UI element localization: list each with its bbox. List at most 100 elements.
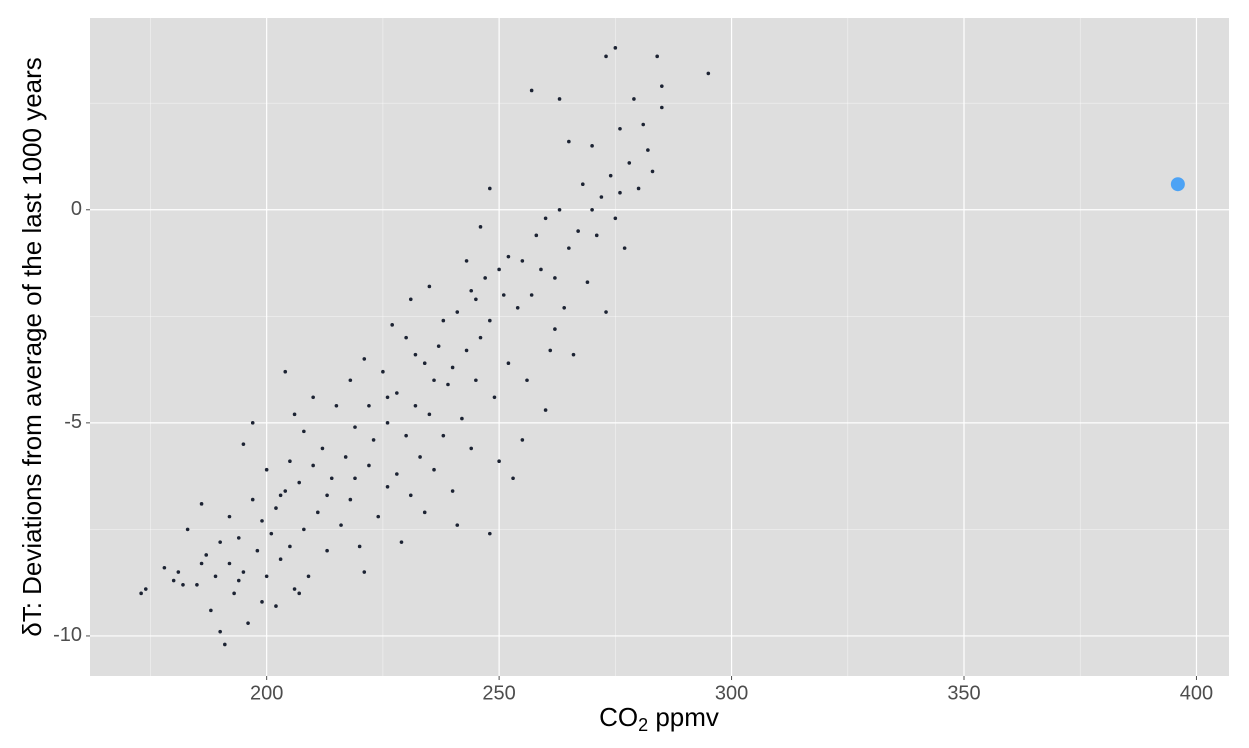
x-tick-label: 350 xyxy=(947,682,980,704)
data-point xyxy=(580,182,585,187)
data-point xyxy=(464,348,469,353)
data-point xyxy=(297,480,302,485)
data-point xyxy=(371,438,376,442)
data-point xyxy=(627,161,632,165)
data-point xyxy=(422,361,427,365)
data-point xyxy=(357,544,362,549)
data-point xyxy=(209,608,213,613)
x-title-subscript: 2 xyxy=(638,715,648,735)
data-point xyxy=(139,591,143,596)
data-point xyxy=(590,144,594,148)
data-point xyxy=(399,540,404,544)
data-point xyxy=(427,412,432,417)
data-point xyxy=(395,391,399,395)
data-point xyxy=(348,378,353,383)
data-point xyxy=(618,127,622,131)
data-point xyxy=(302,527,306,532)
data-point xyxy=(325,548,329,553)
data-point xyxy=(590,207,594,212)
data-point xyxy=(311,395,315,400)
y-tick-label: 0 xyxy=(71,198,82,220)
data-point xyxy=(1170,177,1185,192)
data-point xyxy=(478,225,483,229)
data-point xyxy=(567,246,571,250)
data-point xyxy=(557,97,562,101)
data-point xyxy=(343,455,348,459)
data-point xyxy=(599,195,604,199)
data-point xyxy=(650,169,655,174)
data-point xyxy=(548,348,553,353)
data-point xyxy=(367,463,371,468)
data-point xyxy=(534,233,539,238)
data-point xyxy=(353,476,357,481)
data-point xyxy=(255,548,260,553)
x-tick-label: 400 xyxy=(1180,682,1213,704)
data-point xyxy=(283,369,288,374)
data-point xyxy=(250,421,255,425)
data-point xyxy=(278,557,283,562)
data-point xyxy=(227,561,232,566)
data-point xyxy=(404,433,408,438)
data-point xyxy=(181,583,185,587)
data-point xyxy=(506,254,511,259)
data-point xyxy=(199,502,204,506)
data-point xyxy=(422,510,427,515)
data-point xyxy=(427,284,432,289)
x-tick-label: 300 xyxy=(715,682,748,704)
data-point xyxy=(195,583,199,587)
y-tick-label: -10 xyxy=(53,624,82,646)
data-point xyxy=(604,310,608,314)
data-point xyxy=(283,489,288,493)
data-point xyxy=(571,352,576,357)
data-point xyxy=(604,54,608,59)
data-point xyxy=(218,629,222,634)
data-point xyxy=(497,267,501,272)
data-point xyxy=(608,173,613,178)
data-point xyxy=(292,412,297,417)
data-point xyxy=(395,472,399,476)
data-point xyxy=(385,421,390,425)
data-point xyxy=(660,84,664,88)
data-point xyxy=(562,305,566,310)
data-point xyxy=(520,438,525,442)
data-point xyxy=(260,600,264,604)
x-title-part: ppmv xyxy=(648,702,719,732)
data-point xyxy=(636,186,641,191)
x-axis-title: CO2 ppmv xyxy=(599,702,719,735)
data-point xyxy=(162,565,167,570)
data-point xyxy=(185,527,190,532)
data-point xyxy=(455,310,460,314)
data-point xyxy=(223,642,227,647)
data-point xyxy=(474,378,478,383)
data-point xyxy=(525,378,529,383)
data-point xyxy=(171,578,176,583)
data-point xyxy=(646,148,650,152)
data-point xyxy=(460,416,464,421)
x-tick-label: 250 xyxy=(482,682,515,704)
data-point xyxy=(655,54,659,59)
data-point xyxy=(385,395,390,400)
data-point xyxy=(274,604,278,608)
data-point xyxy=(246,621,250,625)
data-point xyxy=(469,288,474,293)
x-tick-label: 200 xyxy=(250,682,283,704)
data-point xyxy=(539,267,543,272)
x-title-part: CO xyxy=(599,702,638,732)
data-point xyxy=(594,233,599,238)
data-point xyxy=(515,305,520,310)
data-point xyxy=(274,506,278,510)
data-point xyxy=(543,216,548,221)
data-point xyxy=(529,88,534,93)
data-point xyxy=(488,318,492,323)
data-point xyxy=(213,574,218,579)
data-point xyxy=(385,484,390,489)
data-point xyxy=(543,408,548,412)
data-point xyxy=(641,122,646,127)
data-point xyxy=(329,476,334,481)
data-point xyxy=(232,591,236,596)
data-point xyxy=(302,429,306,434)
data-point xyxy=(311,463,315,468)
data-point xyxy=(288,544,292,549)
plot-panel xyxy=(90,18,1229,676)
